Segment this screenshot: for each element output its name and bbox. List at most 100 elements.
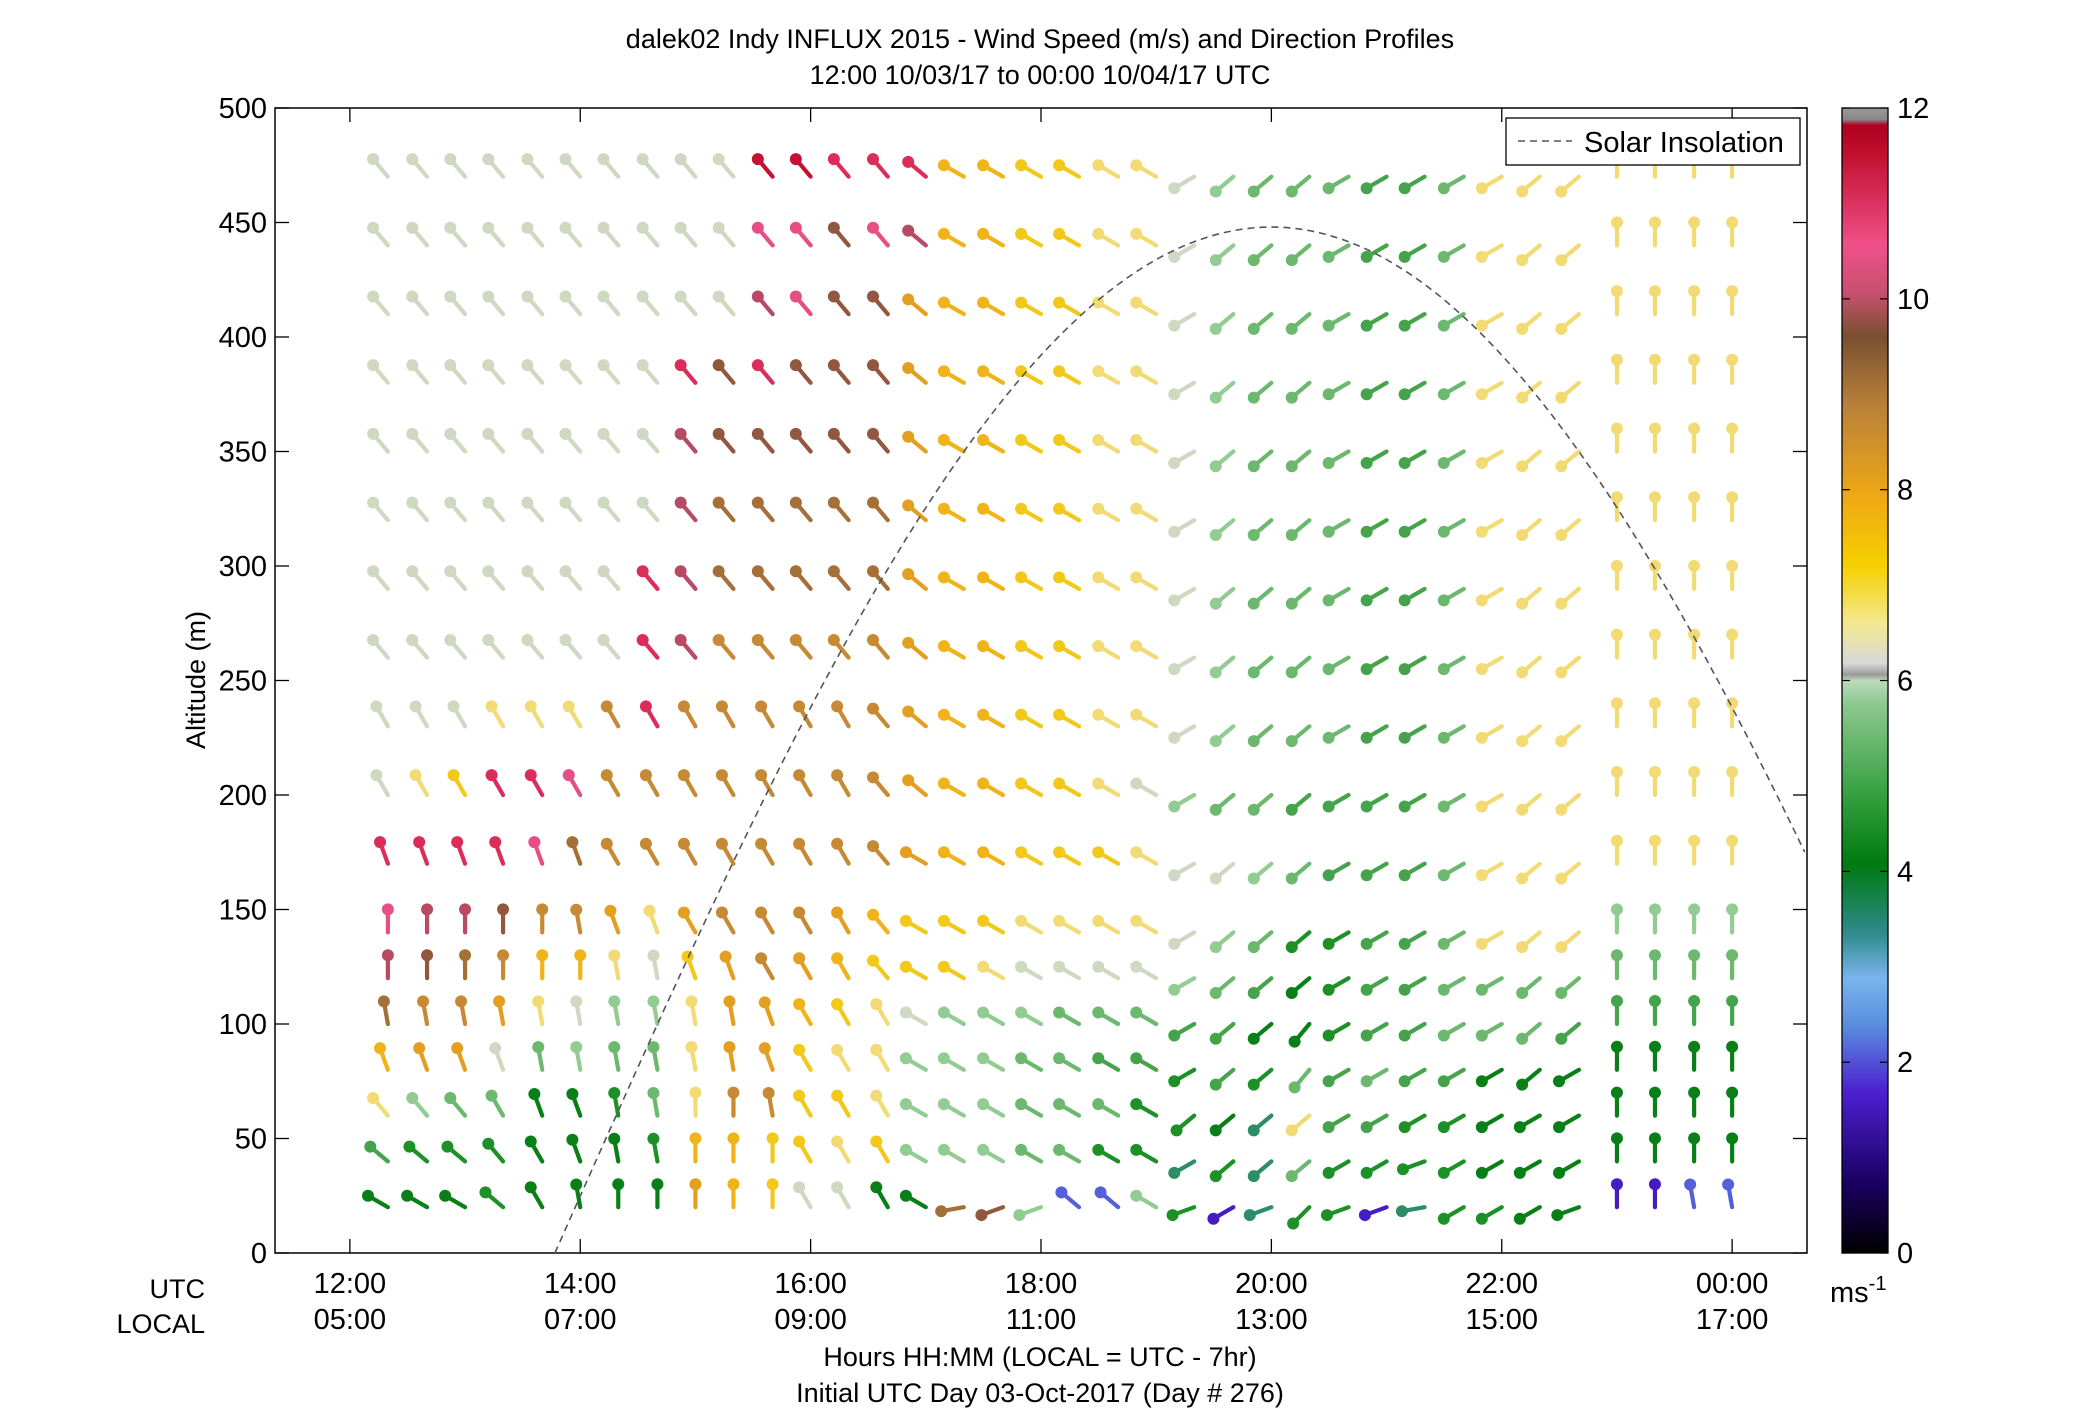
wind-barb [1168, 1021, 1197, 1042]
wind-barb-head [647, 1041, 660, 1054]
wind-barb [1516, 1021, 1542, 1045]
wind-barb-head [715, 837, 728, 850]
wind-barb [766, 1132, 779, 1164]
wind-barb [723, 1041, 736, 1072]
wind-barb-head [647, 995, 660, 1008]
wind-barb [1437, 976, 1466, 996]
wind-barb [1092, 960, 1121, 981]
wind-barb [604, 904, 621, 935]
wind-barb-head [789, 359, 802, 372]
wind-barb-head [1053, 296, 1066, 309]
wind-barb-head [902, 362, 915, 375]
wind-barb [1553, 1159, 1582, 1179]
wind-barb-head [751, 565, 764, 578]
wind-barb [1130, 296, 1159, 317]
wind-barb [1285, 976, 1312, 999]
wind-barb [597, 565, 621, 592]
wind-barb-head [1092, 502, 1105, 515]
wind-barb [1516, 243, 1542, 267]
wind-barb [597, 153, 621, 179]
wind-barb [1648, 285, 1661, 317]
wind-barb-head [751, 290, 764, 303]
wind-barb [902, 636, 928, 660]
wind-barb [444, 427, 468, 454]
wind-barb-head [1247, 391, 1260, 404]
wind-barb-head [1015, 1098, 1028, 1111]
wind-barb-head [751, 633, 764, 646]
wind-barb-head [1209, 322, 1222, 335]
wind-barb-head [1209, 254, 1222, 267]
wind-barb [1648, 422, 1661, 454]
wind-barb [727, 1178, 740, 1210]
wind-barb [715, 769, 736, 798]
wind-barb-head [902, 155, 915, 168]
wind-barb [867, 771, 890, 798]
wind-barb [1170, 1113, 1197, 1137]
wind-barb [1168, 586, 1197, 607]
wind-barb-head [755, 769, 768, 782]
wind-barb [597, 496, 621, 523]
wind-barb [1360, 586, 1389, 607]
wind-barb-head [403, 1140, 416, 1153]
wind-barb-head [559, 290, 572, 303]
wind-barb-head [827, 496, 840, 509]
wind-barb-head [755, 837, 768, 850]
wind-barb-head [1243, 1209, 1256, 1222]
wind-barb-head [977, 1052, 990, 1065]
wind-barb-head [867, 496, 880, 509]
wind-barb [1475, 1067, 1504, 1088]
wind-barb-head [766, 1132, 779, 1145]
wind-barb-head [867, 221, 880, 234]
wind-barb [937, 1052, 966, 1072]
wind-barb-head [793, 906, 806, 919]
wind-barb [977, 365, 1006, 385]
wind-barb [867, 954, 890, 981]
wind-barb-head [406, 633, 419, 646]
wind-barb-head [1610, 559, 1623, 572]
wind-barb [766, 1178, 779, 1210]
wind-barb [1092, 296, 1121, 317]
wind-barb [1360, 312, 1389, 332]
wind-barb [1053, 1006, 1082, 1027]
wind-barb-head [1053, 502, 1066, 515]
wind-barb-head [524, 700, 537, 713]
chart-subtitle: 12:00 10/03/17 to 00:00 10/04/17 UTC [810, 60, 1271, 90]
wind-barb [643, 904, 660, 935]
wind-barb [482, 290, 506, 317]
wind-barb-head [482, 221, 495, 234]
wind-barb [1437, 586, 1466, 607]
wind-barb-head [1648, 1086, 1661, 1099]
wind-barb [1092, 777, 1121, 798]
wind-barb [1168, 792, 1197, 813]
wind-barb [867, 840, 890, 866]
wind-barb [1053, 640, 1082, 660]
wind-barb-head [1398, 525, 1411, 538]
wind-barb-head [1130, 960, 1143, 973]
wind-barb-head [712, 359, 725, 372]
wind-barb-head [977, 571, 990, 584]
wind-barb [1247, 792, 1274, 816]
wind-barb-head [937, 502, 950, 515]
wind-barb-head [409, 700, 422, 713]
wind-barb-head [1015, 227, 1028, 240]
wind-barb [1398, 792, 1427, 813]
wind-barb [1516, 449, 1542, 473]
wind-barb [902, 430, 928, 454]
wind-barb [831, 837, 851, 866]
wind-barb-head [1398, 937, 1411, 950]
wind-barb [451, 836, 468, 866]
wind-barb [1322, 586, 1351, 607]
wind-barb-head [975, 1209, 988, 1222]
wind-barb [755, 952, 775, 981]
wind-barb [937, 1098, 966, 1118]
wind-barb-head [937, 708, 950, 721]
wind-barb [689, 1086, 702, 1118]
wind-barb [1285, 1159, 1312, 1183]
wind-barb-head [793, 837, 806, 850]
wind-barb [1475, 380, 1504, 401]
wind-barb-head [597, 427, 610, 440]
wind-barb [1092, 365, 1121, 385]
wind-barb [937, 571, 966, 592]
wind-barb [727, 1086, 740, 1118]
wind-barb [1437, 1159, 1466, 1179]
